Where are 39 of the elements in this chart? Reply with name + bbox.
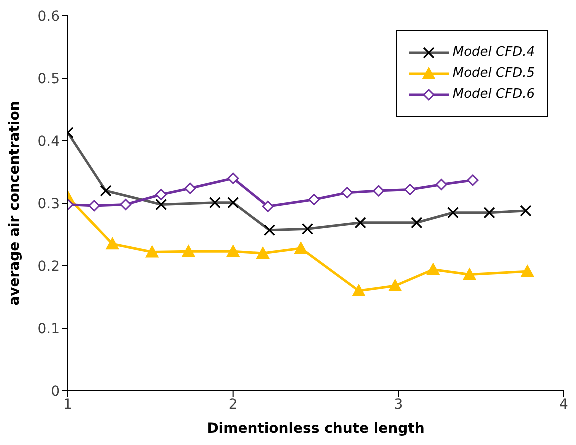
point: [388, 280, 402, 292]
x-tick-label: 4: [560, 396, 569, 413]
point: [156, 189, 168, 200]
point: [352, 284, 366, 296]
x-tick-label: 2: [228, 396, 238, 413]
point: [182, 245, 196, 258]
x-tick-label: 1: [64, 396, 72, 413]
y-tick-label: 0.5: [38, 71, 60, 88]
point: [436, 179, 448, 190]
point: [426, 263, 440, 276]
x-axis-title: Dimentionless chute length: [207, 421, 425, 437]
y-tick-label: 0.6: [38, 8, 60, 25]
point: [256, 247, 270, 259]
point: [308, 194, 320, 206]
point: [262, 200, 274, 212]
point: [184, 182, 196, 194]
point: [226, 245, 240, 258]
y-axis-title: average air concentration: [6, 101, 23, 306]
x-tick-label: 3: [394, 396, 404, 413]
point: [294, 242, 308, 254]
point: [373, 185, 385, 197]
y-tick-label: 0.1: [38, 321, 60, 338]
point: [404, 184, 416, 196]
legend-label: Model CFD.5: [452, 66, 535, 81]
point: [521, 265, 534, 278]
legend-label: Model CFD.6: [452, 87, 535, 102]
point: [342, 187, 354, 199]
point: [228, 172, 240, 184]
point: [88, 200, 100, 212]
y-tick-label: 0.4: [38, 134, 60, 150]
point: [463, 268, 476, 280]
point: [120, 199, 132, 210]
legend-label: Model CFD.4: [452, 45, 535, 60]
point: [106, 238, 120, 250]
y-tick-label: 0: [51, 384, 60, 400]
y-tick-label: 0.3: [38, 196, 60, 212]
point: [146, 246, 159, 258]
point: [467, 174, 479, 186]
y-tick-label: 0.2: [38, 258, 60, 275]
